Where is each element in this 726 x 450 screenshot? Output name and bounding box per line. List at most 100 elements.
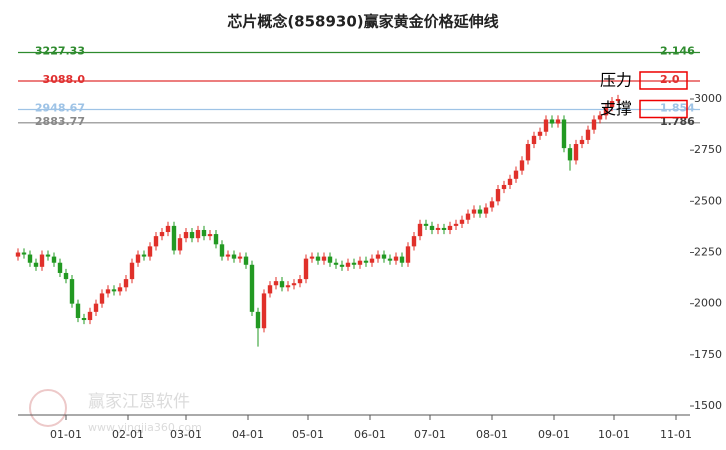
level-value: 2948.67 bbox=[35, 102, 85, 115]
chart-title: 芯片概念(858930)赢家黄金价格延伸线 bbox=[227, 13, 498, 31]
x-tick-label: 02-01 bbox=[112, 428, 144, 441]
candle-body bbox=[561, 119, 567, 149]
candle-body bbox=[291, 283, 297, 286]
y-tick-label: 2000 bbox=[694, 297, 722, 310]
candle-body bbox=[585, 129, 591, 140]
x-tick-label: 04-01 bbox=[232, 428, 264, 441]
x-tick-label: 10-01 bbox=[598, 428, 630, 441]
candle-body bbox=[489, 201, 495, 208]
candle-body bbox=[183, 232, 189, 239]
candle-body bbox=[441, 227, 447, 230]
candle-body bbox=[165, 225, 171, 233]
candle-body bbox=[405, 246, 411, 263]
y-tick-label: 2750 bbox=[694, 143, 722, 156]
candle-body bbox=[219, 244, 225, 257]
candle-body bbox=[495, 189, 501, 202]
candle-body bbox=[297, 279, 303, 284]
candle-body bbox=[333, 262, 339, 265]
candle-body bbox=[363, 260, 369, 263]
x-tick-label: 08-01 bbox=[476, 428, 508, 441]
candle-body bbox=[123, 279, 129, 288]
candle-body bbox=[303, 258, 309, 280]
level-value: 3227.33 bbox=[35, 44, 85, 57]
candle-body bbox=[159, 232, 165, 237]
y-tick-label: 2250 bbox=[694, 245, 722, 258]
candle-body bbox=[423, 223, 429, 226]
y-tick-label: 3000 bbox=[694, 92, 722, 105]
candle-body bbox=[369, 258, 375, 263]
candle-body bbox=[459, 219, 465, 224]
candle-body bbox=[327, 256, 333, 263]
candle-body bbox=[381, 254, 387, 259]
candle-body bbox=[555, 119, 561, 124]
candle-body bbox=[357, 260, 363, 265]
candle-body bbox=[153, 236, 159, 247]
candle-body bbox=[597, 115, 603, 120]
candle-body bbox=[351, 262, 357, 265]
candle-body bbox=[39, 254, 45, 267]
x-tick-label: 06-01 bbox=[354, 428, 386, 441]
candle-body bbox=[237, 256, 243, 259]
candle-body bbox=[33, 262, 39, 267]
candle-body bbox=[567, 148, 573, 161]
candle-body bbox=[225, 254, 231, 257]
watermark-group: 赢家江恩软件 www.yingjia360.com bbox=[29, 389, 202, 434]
candle-body bbox=[57, 262, 63, 273]
candle-body bbox=[141, 254, 147, 257]
candle-body bbox=[525, 144, 531, 161]
candle-body bbox=[537, 131, 543, 136]
candle-body bbox=[501, 184, 507, 190]
candle-body bbox=[471, 209, 477, 214]
x-tick-label: 05-01 bbox=[292, 428, 324, 441]
watermark: 赢家江恩软件 bbox=[88, 392, 190, 412]
candle-body bbox=[27, 254, 33, 263]
x-tick-label: 07-01 bbox=[414, 428, 446, 441]
candle-body bbox=[543, 119, 549, 132]
candle-body bbox=[177, 238, 183, 251]
candle-body bbox=[129, 262, 135, 280]
candle-body bbox=[15, 252, 21, 257]
candle-body bbox=[75, 303, 81, 318]
candle-body bbox=[45, 254, 51, 257]
candle-body bbox=[69, 279, 75, 304]
candle-body bbox=[231, 254, 237, 259]
level-value: 3088.0 bbox=[43, 73, 86, 86]
candle-body bbox=[267, 285, 273, 294]
candle-body bbox=[579, 139, 585, 145]
candle-body bbox=[261, 293, 267, 329]
candle-body bbox=[111, 289, 117, 292]
level-ratio: 2.146 bbox=[660, 44, 695, 57]
candle-body bbox=[99, 293, 105, 304]
candle-body bbox=[135, 254, 141, 263]
annotation-box bbox=[639, 71, 688, 90]
level-ratio: 1.854 bbox=[660, 102, 695, 115]
annotation: 支撑 bbox=[600, 99, 632, 118]
candle-body bbox=[531, 135, 537, 145]
candle-body bbox=[609, 101, 615, 108]
candle-body bbox=[117, 287, 123, 292]
candle-body bbox=[399, 256, 405, 263]
candle-body bbox=[375, 254, 381, 259]
candle-body bbox=[273, 281, 279, 286]
candle-body bbox=[255, 311, 261, 329]
y-tick-label: 1500 bbox=[694, 399, 722, 412]
x-tick-label: 03-01 bbox=[170, 428, 202, 441]
x-tick-label: 11-01 bbox=[660, 428, 692, 441]
candle-body bbox=[213, 234, 219, 245]
x-tick-label: 01-01 bbox=[50, 428, 82, 441]
level-ratio: 2.0 bbox=[660, 73, 680, 86]
candle-body bbox=[453, 223, 459, 226]
candle-body bbox=[465, 213, 471, 220]
annotation: 压力 bbox=[600, 70, 632, 89]
candle-body bbox=[591, 119, 597, 130]
level-value: 2883.77 bbox=[35, 115, 85, 128]
candle-body bbox=[513, 170, 519, 179]
candle-body bbox=[243, 256, 249, 265]
y-tick-label: 1750 bbox=[694, 348, 722, 361]
candle-body bbox=[105, 289, 111, 294]
candle-body bbox=[393, 256, 399, 261]
candle-body bbox=[387, 258, 393, 261]
candle-body bbox=[195, 229, 201, 239]
watermark-url: www.yingjia360.com bbox=[88, 421, 202, 434]
